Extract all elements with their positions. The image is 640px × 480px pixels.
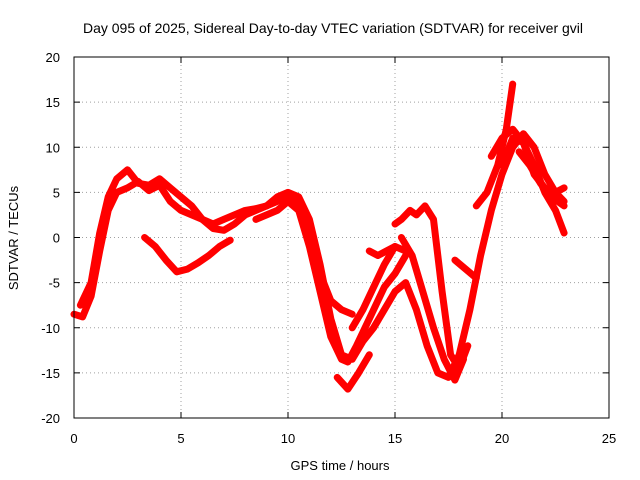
- y-tick-label: -10: [41, 321, 60, 336]
- x-tick-label: 15: [388, 431, 402, 446]
- data-series-10: [472, 80, 517, 210]
- data-series-7: [391, 202, 472, 372]
- data-series-8: [397, 234, 467, 384]
- y-tick-label: 0: [53, 231, 60, 246]
- x-tick-label: 20: [495, 431, 509, 446]
- y-tick-label: -15: [41, 366, 60, 381]
- y-tick-label: 20: [46, 50, 60, 65]
- y-tick-label: 10: [46, 140, 60, 155]
- y-tick-label: -5: [48, 276, 60, 291]
- data-series-3: [252, 197, 410, 366]
- data-series: [70, 80, 568, 393]
- data-series-13: [515, 148, 568, 210]
- y-tick-label: 15: [46, 95, 60, 110]
- grid-lines: [74, 57, 609, 418]
- x-tick-label: 0: [70, 431, 77, 446]
- x-axis-label: GPS time / hours: [291, 458, 390, 473]
- y-axis-label: SDTVAR / TECUs: [6, 185, 21, 290]
- data-series-2: [141, 234, 234, 276]
- data-series-1: [76, 166, 356, 318]
- axis-ticks: 0 5 10 15 20 25 -20 -15 -10 -5 0 5 10 15 20: [41, 50, 616, 446]
- x-tick-label: 25: [602, 431, 616, 446]
- x-tick-label: 5: [177, 431, 184, 446]
- y-tick-label: -20: [41, 411, 60, 426]
- chart-title: Day 095 of 2025, Sidereal Day-to-day VTE…: [83, 20, 583, 36]
- data-series-6: [365, 243, 399, 259]
- data-series-9: [451, 256, 480, 282]
- y-tick-label: 5: [53, 185, 60, 200]
- data-series-4: [333, 351, 373, 393]
- x-tick-label: 10: [281, 431, 295, 446]
